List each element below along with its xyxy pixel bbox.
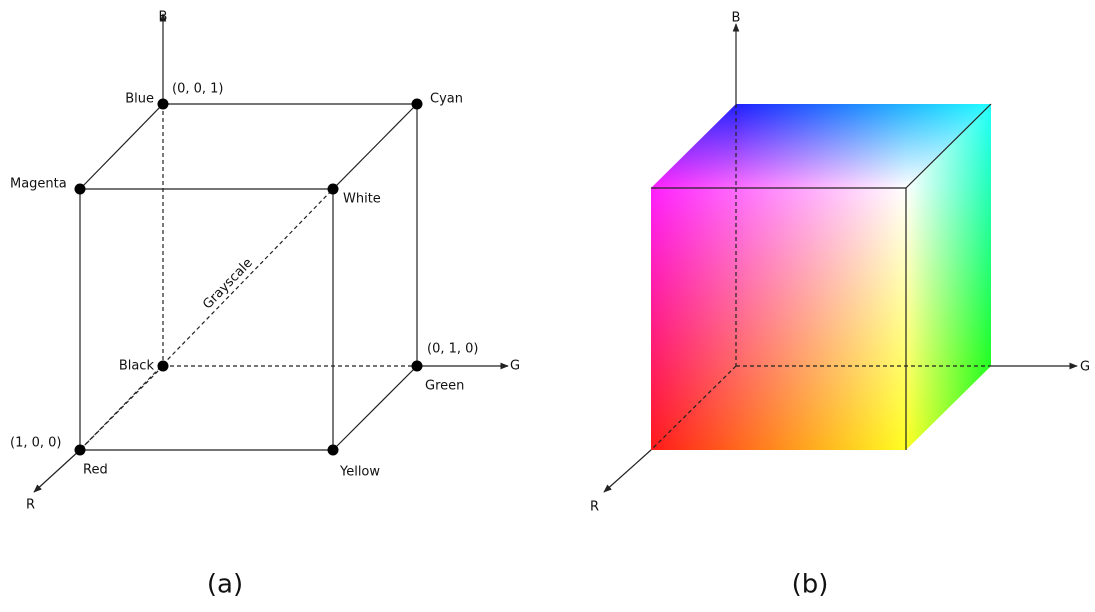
axis-label: G	[1080, 360, 1090, 375]
coordinate-label: (1, 0, 0)	[10, 436, 62, 451]
rgb-color-cube: B G R (b)	[590, 11, 1090, 600]
rgb-cube-diagram: B G R Blue (0, 0, 1) Cyan Magenta White …	[10, 10, 520, 600]
axis-label: R	[26, 498, 35, 513]
vertex-label: Green	[425, 379, 464, 394]
vertex	[328, 445, 339, 456]
caption: (b)	[792, 570, 829, 600]
vertex	[75, 184, 86, 195]
caption: (a)	[207, 570, 243, 600]
vertex	[75, 445, 86, 456]
coordinate-label: (0, 0, 1)	[172, 82, 224, 97]
diagonal-label: Grayscale	[200, 256, 256, 313]
vertex	[412, 99, 423, 110]
vertex	[328, 184, 339, 195]
figure: B G R Blue (0, 0, 1) Cyan Magenta White …	[0, 0, 1095, 608]
axis-label: B	[159, 10, 168, 25]
vertex-label: Blue	[125, 92, 154, 107]
axis-label: G	[510, 359, 520, 374]
r-axis	[604, 450, 651, 492]
vertex-label: Magenta	[10, 177, 67, 192]
vertex-label: Black	[119, 359, 155, 374]
vertex-label: Yellow	[339, 465, 380, 480]
vertex-label: White	[343, 192, 381, 207]
axis-label: R	[590, 500, 599, 515]
vertex	[158, 99, 169, 110]
front-face-shade	[651, 188, 906, 450]
axis-label: B	[732, 11, 741, 26]
vertex-label: Cyan	[430, 92, 463, 107]
vertex	[412, 361, 423, 372]
coordinate-label: (0, 1, 0)	[427, 342, 479, 357]
vertex	[158, 361, 169, 372]
r-axis	[34, 450, 80, 492]
cube-edges	[333, 104, 417, 450]
vertex-label: Red	[83, 463, 108, 478]
